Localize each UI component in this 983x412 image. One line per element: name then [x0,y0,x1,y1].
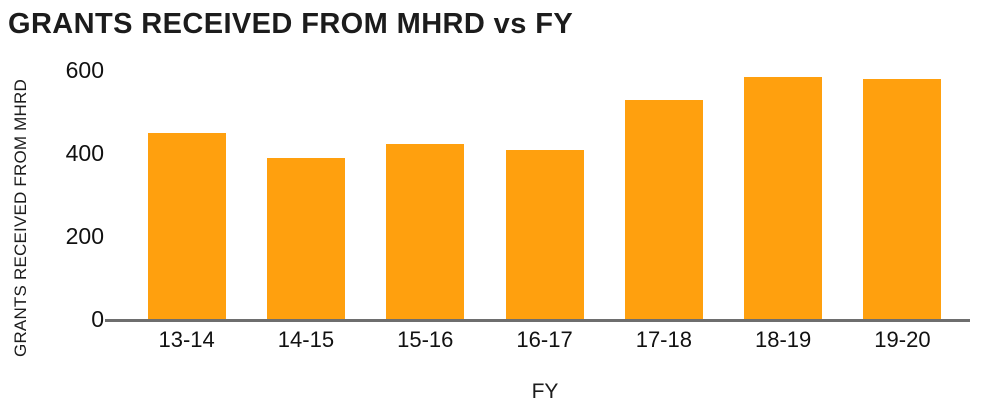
x-tick-label: 13-14 [158,327,215,352]
x-tick-label: 18-19 [755,327,812,352]
y-tick-label: 400 [65,140,104,166]
x-tick-label: 17-18 [635,327,692,352]
bar-17-18[interactable] [624,100,703,320]
bar-19-20[interactable] [863,79,942,320]
bar-13-14[interactable] [147,133,226,320]
bar-16-17[interactable] [505,149,584,320]
x-tick-label: 14-15 [277,327,335,352]
x-tick-label: 16-17 [516,327,573,352]
y-tick-label: 0 [91,306,104,332]
x-axis-line [105,319,970,322]
bar-18-19[interactable] [744,77,823,320]
y-tick-label: 200 [65,223,104,249]
x-tick-label: 19-20 [874,327,931,352]
bar-15-16[interactable] [386,143,465,320]
x-axis-title: FY [531,380,559,403]
bar-14-15[interactable] [266,158,345,320]
chart-title: GRANTS RECEIVED FROM MHRD vs FY [8,8,574,40]
x-tick-label: 15-16 [397,327,454,352]
y-tick-label: 600 [65,57,104,83]
y-axis-title: GRANTS RECEIVED FROM MHRD [11,79,30,357]
